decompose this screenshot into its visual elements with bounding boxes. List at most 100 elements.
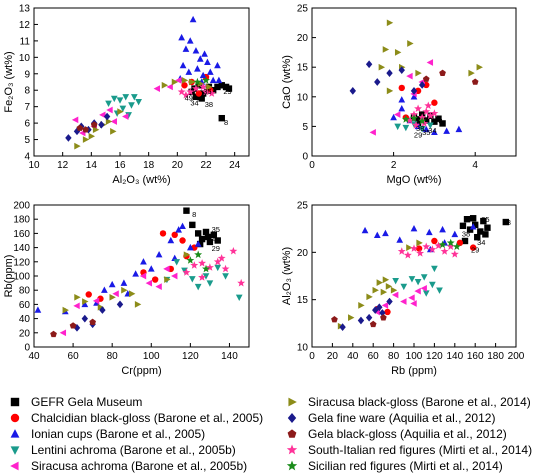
- data-point: [175, 226, 182, 233]
- y-tick-label: 0: [302, 152, 308, 163]
- data-point: [287, 429, 297, 438]
- data-point: [424, 101, 433, 109]
- data-point: [194, 283, 202, 291]
- x-tick-label: 0: [309, 351, 315, 362]
- data-point: [396, 236, 404, 243]
- data-point: [414, 278, 422, 286]
- y-tick-label: 5: [24, 135, 30, 146]
- data-point: [406, 72, 413, 80]
- series-7: [76, 121, 98, 133]
- x-tick-label: 80: [107, 351, 119, 362]
- data-point: [134, 301, 142, 308]
- data-point: [186, 256, 195, 264]
- data-point: [90, 121, 98, 128]
- data-point: [392, 278, 399, 285]
- data-point: [365, 60, 373, 69]
- data-point: [34, 306, 42, 313]
- data-point: [287, 412, 297, 424]
- data-point: [196, 240, 204, 248]
- point-label: 35: [212, 225, 220, 234]
- data-point: [10, 446, 20, 455]
- y-tick-label: 12: [19, 20, 31, 31]
- data-point: [217, 254, 226, 262]
- data-point: [182, 45, 190, 52]
- data-point: [192, 84, 200, 92]
- data-point: [398, 96, 406, 103]
- data-point: [213, 257, 222, 266]
- data-point: [194, 240, 202, 247]
- data-point: [177, 87, 186, 96]
- y-tick-label: 5: [302, 122, 308, 133]
- legend-label: South-Italian red figures (Mirti et al.,…: [308, 443, 533, 457]
- data-point: [369, 320, 377, 328]
- data-point: [382, 46, 390, 53]
- y-tick-label: 0: [24, 343, 30, 354]
- y-axis-label: Al₂O₃ (wt%): [281, 247, 293, 305]
- x-tick-label: 20: [172, 160, 184, 171]
- x-tick-label: 60: [68, 351, 80, 362]
- data-point: [218, 114, 225, 122]
- data-point: [215, 76, 223, 84]
- legend-marker-icon: [10, 413, 20, 423]
- data-point: [69, 322, 77, 329]
- data-point: [407, 40, 414, 47]
- y-tick-label: 180: [13, 215, 30, 226]
- point-label: 35: [422, 128, 430, 137]
- data-point: [167, 236, 175, 244]
- data-point: [186, 87, 195, 96]
- data-point: [461, 237, 469, 245]
- data-point: [112, 290, 119, 298]
- legend-item: South-Italian red figures (Mirti et al.,…: [285, 442, 532, 458]
- x-tick-label: 120: [426, 351, 443, 362]
- x-axis-label: MgO (wt%): [387, 174, 442, 186]
- data-point: [386, 19, 394, 27]
- data-point: [119, 105, 127, 112]
- legend-item: Gela black-gloss (Aquilia et al., 2012): [285, 426, 507, 442]
- x-tick-label: 4: [472, 160, 478, 171]
- legend-marker-icon: [286, 444, 298, 455]
- data-point: [105, 100, 112, 108]
- data-point: [452, 242, 461, 250]
- legend-item: Siracusa achroma (Barone et al., 2005b): [8, 458, 247, 474]
- y-tick-label: 10: [297, 92, 309, 103]
- data-point: [147, 265, 155, 272]
- data-point: [366, 293, 373, 301]
- y-tick-label: 120: [13, 257, 30, 268]
- data-point: [85, 291, 92, 298]
- data-point: [171, 78, 179, 86]
- data-point: [214, 237, 221, 244]
- x-tick-label: 14: [86, 160, 98, 171]
- data-point: [153, 85, 160, 92]
- data-point: [161, 81, 169, 89]
- legend-marker-icon: [286, 460, 298, 471]
- legend-label: Sicilian red figures (Mirti et al., 2014…: [308, 459, 503, 473]
- data-point: [82, 126, 89, 133]
- data-layer: [331, 215, 509, 331]
- data-point: [140, 258, 147, 265]
- data-point: [182, 268, 191, 276]
- legend-item: Lentini achroma (Barone et al., 2005b): [8, 442, 236, 458]
- x-tick-label: 120: [182, 351, 199, 362]
- data-point: [439, 120, 446, 127]
- data-point: [122, 113, 129, 120]
- data-point: [450, 250, 459, 258]
- data-point: [128, 102, 135, 109]
- data-point: [132, 270, 139, 277]
- data-point: [385, 283, 393, 290]
- data-point: [195, 90, 203, 97]
- data-point: [204, 58, 211, 65]
- data-point: [425, 228, 433, 236]
- data-point: [229, 247, 238, 255]
- data-point: [422, 242, 431, 250]
- data-point: [206, 68, 214, 75]
- point-label: 29: [223, 87, 231, 96]
- data-point: [182, 91, 190, 99]
- data-point: [390, 286, 398, 294]
- data-point: [204, 233, 212, 241]
- legend-label: Siracusa black-gloss (Barone et al., 201…: [308, 395, 531, 409]
- point-label: 34: [190, 98, 198, 107]
- data-point: [121, 286, 128, 294]
- data-point: [376, 303, 383, 312]
- chart-panel: 8 38 34 29 35 49 10 12 14 16 18 20 22 24 4 5 6 7 8 9 10 11 12 1…: [3, 4, 250, 186]
